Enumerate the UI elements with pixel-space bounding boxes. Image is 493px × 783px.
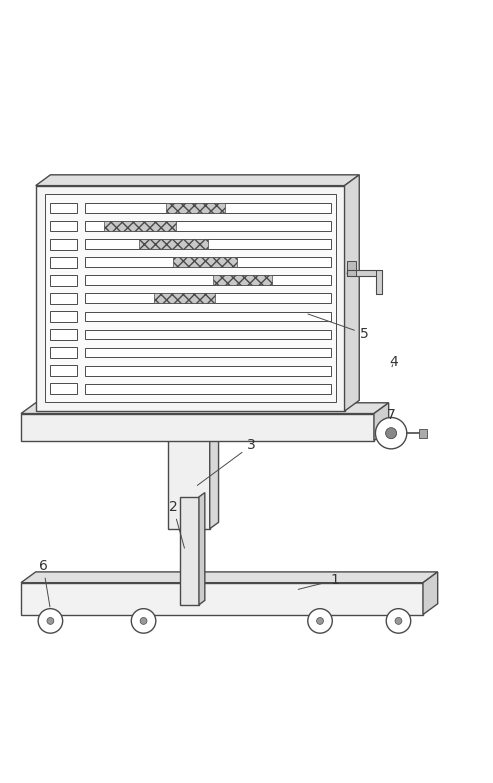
- Polygon shape: [21, 572, 438, 583]
- Text: 4: 4: [389, 355, 398, 369]
- Circle shape: [317, 618, 323, 624]
- Bar: [85, 348, 331, 358]
- Bar: [85, 294, 331, 303]
- Polygon shape: [210, 429, 218, 529]
- Polygon shape: [35, 175, 359, 186]
- Bar: [154, 294, 215, 303]
- Bar: [168, 435, 210, 529]
- Text: 2: 2: [169, 500, 184, 548]
- Bar: [35, 186, 345, 411]
- Bar: [50, 293, 77, 304]
- Bar: [85, 258, 331, 267]
- Circle shape: [131, 608, 156, 633]
- Bar: [50, 347, 77, 358]
- Bar: [21, 413, 374, 441]
- Bar: [50, 203, 77, 214]
- Bar: [139, 240, 208, 249]
- Text: 1: 1: [298, 573, 339, 590]
- Bar: [44, 194, 336, 402]
- Circle shape: [386, 608, 411, 633]
- Bar: [85, 203, 331, 213]
- Bar: [50, 275, 77, 286]
- Circle shape: [38, 608, 63, 633]
- Bar: [50, 329, 77, 340]
- Text: 5: 5: [308, 314, 369, 341]
- Circle shape: [140, 618, 147, 624]
- Polygon shape: [21, 402, 388, 413]
- Polygon shape: [423, 572, 438, 615]
- Bar: [347, 261, 356, 276]
- Bar: [212, 276, 272, 285]
- Bar: [50, 221, 77, 232]
- Circle shape: [47, 618, 54, 624]
- Polygon shape: [199, 493, 205, 604]
- Text: 7: 7: [387, 407, 395, 421]
- Bar: [85, 330, 331, 339]
- Circle shape: [376, 417, 407, 449]
- Bar: [85, 366, 331, 376]
- Polygon shape: [374, 402, 388, 441]
- Bar: [377, 270, 382, 294]
- Bar: [180, 497, 199, 604]
- Bar: [50, 239, 77, 250]
- Polygon shape: [345, 175, 359, 411]
- Bar: [50, 257, 77, 268]
- Circle shape: [395, 618, 402, 624]
- Bar: [50, 384, 77, 394]
- Bar: [85, 240, 331, 249]
- Circle shape: [386, 428, 396, 438]
- Bar: [85, 384, 331, 394]
- Bar: [85, 221, 331, 231]
- Bar: [50, 311, 77, 322]
- Text: 6: 6: [38, 558, 50, 607]
- Bar: [21, 583, 423, 615]
- Bar: [166, 203, 225, 213]
- Bar: [419, 429, 427, 438]
- Bar: [85, 312, 331, 321]
- Bar: [347, 270, 382, 276]
- Bar: [174, 258, 237, 267]
- Circle shape: [308, 608, 332, 633]
- Bar: [105, 221, 176, 231]
- Bar: [50, 365, 77, 376]
- Text: 3: 3: [197, 438, 256, 485]
- Bar: [85, 276, 331, 285]
